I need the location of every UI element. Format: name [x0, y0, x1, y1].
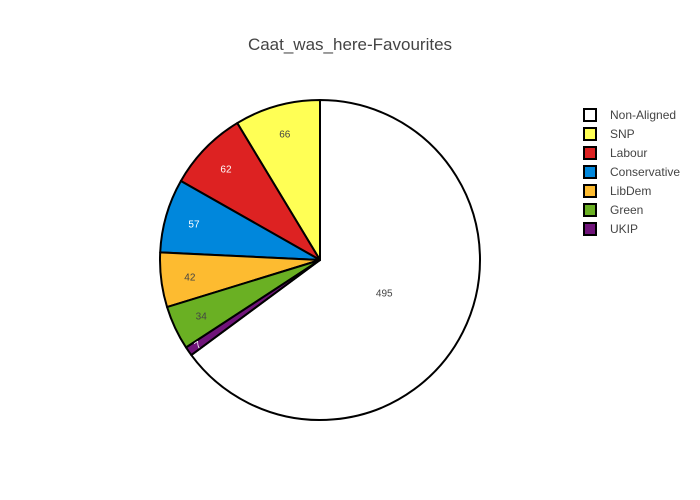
legend-label-ukip: UKIP	[610, 222, 638, 236]
slice-value-label-libdem: 42	[184, 272, 196, 283]
legend-label-non-aligned: Non-Aligned	[610, 108, 676, 122]
legend-item-ukip[interactable]: UKIP	[583, 222, 638, 236]
slice-value-label-green: 34	[196, 312, 208, 323]
legend-item-green[interactable]: Green	[583, 203, 643, 217]
legend-swatch-conservative	[583, 165, 597, 179]
slice-value-label-non-aligned: 495	[376, 288, 393, 299]
legend-swatch-snp	[583, 127, 597, 141]
legend-swatch-green	[583, 203, 597, 217]
slice-value-label-snp: 66	[279, 130, 291, 141]
legend-label-labour: Labour	[610, 146, 647, 160]
pie-slice-non-aligned	[190, 99, 481, 421]
slice-value-label-ukip: 7	[193, 339, 204, 351]
legend: Non-Aligned SNP Labour Conservative LibDem Gr…	[583, 108, 680, 236]
legend-item-non-aligned[interactable]: Non-Aligned	[583, 108, 676, 122]
legend-item-conservative[interactable]: Conservative	[583, 165, 680, 179]
legend-swatch-labour	[583, 146, 597, 160]
legend-label-snp: SNP	[610, 127, 635, 141]
pie-slice-ukip	[185, 259, 321, 357]
legend-label-libdem: LibDem	[610, 184, 651, 198]
slice-value-label-conservative: 57	[188, 219, 200, 230]
legend-label-green: Green	[610, 203, 643, 217]
legend-swatch-ukip	[583, 222, 597, 236]
legend-item-libdem[interactable]: LibDem	[583, 184, 651, 198]
pie-slice-labels: 495 66 62 57 42 34 7	[184, 130, 393, 352]
pie-slice-snp	[236, 99, 321, 261]
legend-swatch-non-aligned	[583, 108, 597, 122]
pie-slices	[159, 99, 481, 421]
legend-item-labour[interactable]: Labour	[583, 146, 647, 160]
legend-item-snp[interactable]: SNP	[583, 127, 635, 141]
legend-swatch-libdem	[583, 184, 597, 198]
legend-label-conservative: Conservative	[610, 165, 680, 179]
chart-title: Caat_was_here-Favourites	[248, 35, 452, 54]
slice-value-label-labour: 62	[220, 164, 232, 175]
